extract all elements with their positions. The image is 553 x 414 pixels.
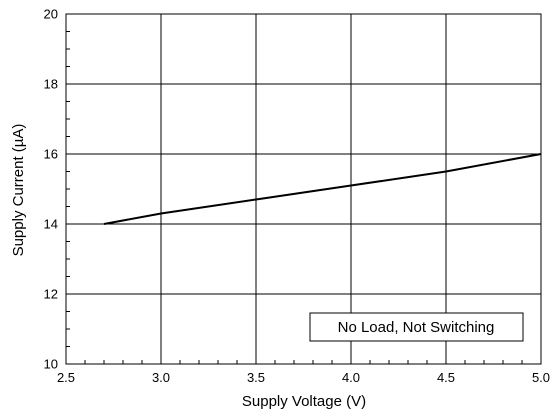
x-tick-label: 5.0 bbox=[532, 370, 550, 385]
annotation-frame bbox=[309, 312, 524, 342]
supply-current-line bbox=[103, 153, 542, 225]
x-tick-label: 3.5 bbox=[247, 370, 265, 385]
x-tick-label: 3.0 bbox=[152, 370, 170, 385]
x-axis-title: Supply Voltage (V) bbox=[242, 393, 366, 410]
plot-area bbox=[65, 13, 542, 365]
y-axis-tick-labels: 10 12 14 16 18 20 bbox=[44, 7, 58, 372]
y-tick-label: 18 bbox=[44, 77, 58, 92]
y-axis-title: Supply Current (µA) bbox=[10, 124, 27, 257]
y-tick-label: 14 bbox=[44, 217, 58, 232]
x-axis-tick-labels: 2.5 3.0 3.5 4.0 4.5 5.0 bbox=[57, 370, 550, 385]
annotation-text: No Load, Not Switching bbox=[338, 319, 495, 336]
x-tick-label: 2.5 bbox=[57, 370, 75, 385]
y-tick-label: 10 bbox=[44, 357, 58, 372]
annotation-box: No Load, Not Switching bbox=[309, 312, 524, 342]
y-tick-label: 16 bbox=[44, 147, 58, 162]
y-tick-label: 20 bbox=[44, 7, 58, 22]
x-tick-label: 4.0 bbox=[342, 370, 360, 385]
x-tick-label: 4.5 bbox=[437, 370, 455, 385]
minor-ticks bbox=[65, 13, 542, 365]
y-tick-label: 12 bbox=[44, 287, 58, 302]
series-layer bbox=[103, 153, 542, 225]
grid-lines bbox=[66, 14, 541, 364]
